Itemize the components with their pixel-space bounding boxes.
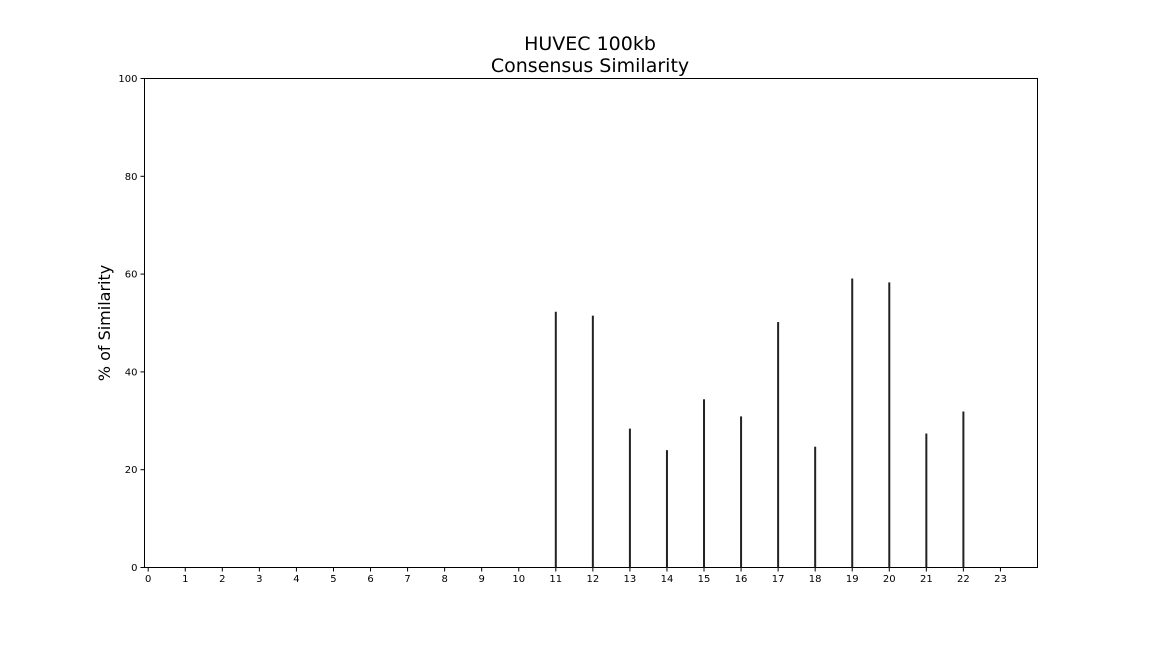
x-tick-label: 20 xyxy=(883,574,896,585)
x-tick-label: 10 xyxy=(512,574,525,585)
x-tick-label: 23 xyxy=(994,574,1007,585)
x-tick-label: 19 xyxy=(846,574,859,585)
x-tick-label: 4 xyxy=(293,574,299,585)
x-tick-label: 16 xyxy=(735,574,748,585)
bar-19 xyxy=(851,278,854,568)
x-tick-label: 5 xyxy=(330,574,336,585)
y-tick-label: 20 xyxy=(125,465,138,476)
y-tick-label: 60 xyxy=(125,270,138,281)
y-tick-label: 100 xyxy=(118,74,137,85)
x-tick-label: 17 xyxy=(772,574,785,585)
x-tick-label: 14 xyxy=(661,574,674,585)
bar-14 xyxy=(665,450,668,568)
y-axis-label: % of Similarity xyxy=(95,265,114,381)
y-tick-label: 80 xyxy=(125,172,138,183)
bar-18 xyxy=(814,446,817,568)
x-tick-label: 18 xyxy=(809,574,822,585)
bar-20 xyxy=(888,282,891,568)
bar-22 xyxy=(962,411,965,568)
plot-frame xyxy=(144,78,1038,568)
chart-title-line-1: HUVEC 100kb xyxy=(524,33,656,55)
x-tick-label: 1 xyxy=(182,574,188,585)
x-tick-label: 15 xyxy=(698,574,711,585)
bar-13 xyxy=(628,428,631,568)
x-tick-label: 3 xyxy=(256,574,262,585)
y-tick-label: 40 xyxy=(125,367,138,378)
bar-series xyxy=(554,278,965,568)
bar-21 xyxy=(925,433,928,568)
y-tick-label: 0 xyxy=(131,563,137,574)
bar-17 xyxy=(777,322,780,568)
x-tick-label: 11 xyxy=(549,574,562,585)
bar-11 xyxy=(554,311,557,568)
x-tick-label: 8 xyxy=(441,574,447,585)
x-tick-label: 21 xyxy=(920,574,933,585)
x-tick-label: 9 xyxy=(479,574,485,585)
x-tick-label: 13 xyxy=(624,574,637,585)
x-tick-label: 22 xyxy=(957,574,970,585)
x-tick-label: 2 xyxy=(219,574,225,585)
y-axis-ticks: 0 20 40 60 80 100 xyxy=(118,74,145,574)
bar-12 xyxy=(591,315,594,568)
x-tick-label: 7 xyxy=(404,574,410,585)
x-axis-ticks: 0 1 2 3 4 5 6 7 8 9 10 11 12 13 14 15 16 17 18 19 20 21 22 23 xyxy=(145,567,1007,585)
chart-title-line-2: Consensus Similarity xyxy=(491,55,689,77)
bar-15 xyxy=(703,399,706,568)
bar-16 xyxy=(740,416,743,568)
x-tick-label: 6 xyxy=(367,574,373,585)
x-tick-label: 12 xyxy=(586,574,599,585)
x-tick-label: 0 xyxy=(145,574,151,585)
